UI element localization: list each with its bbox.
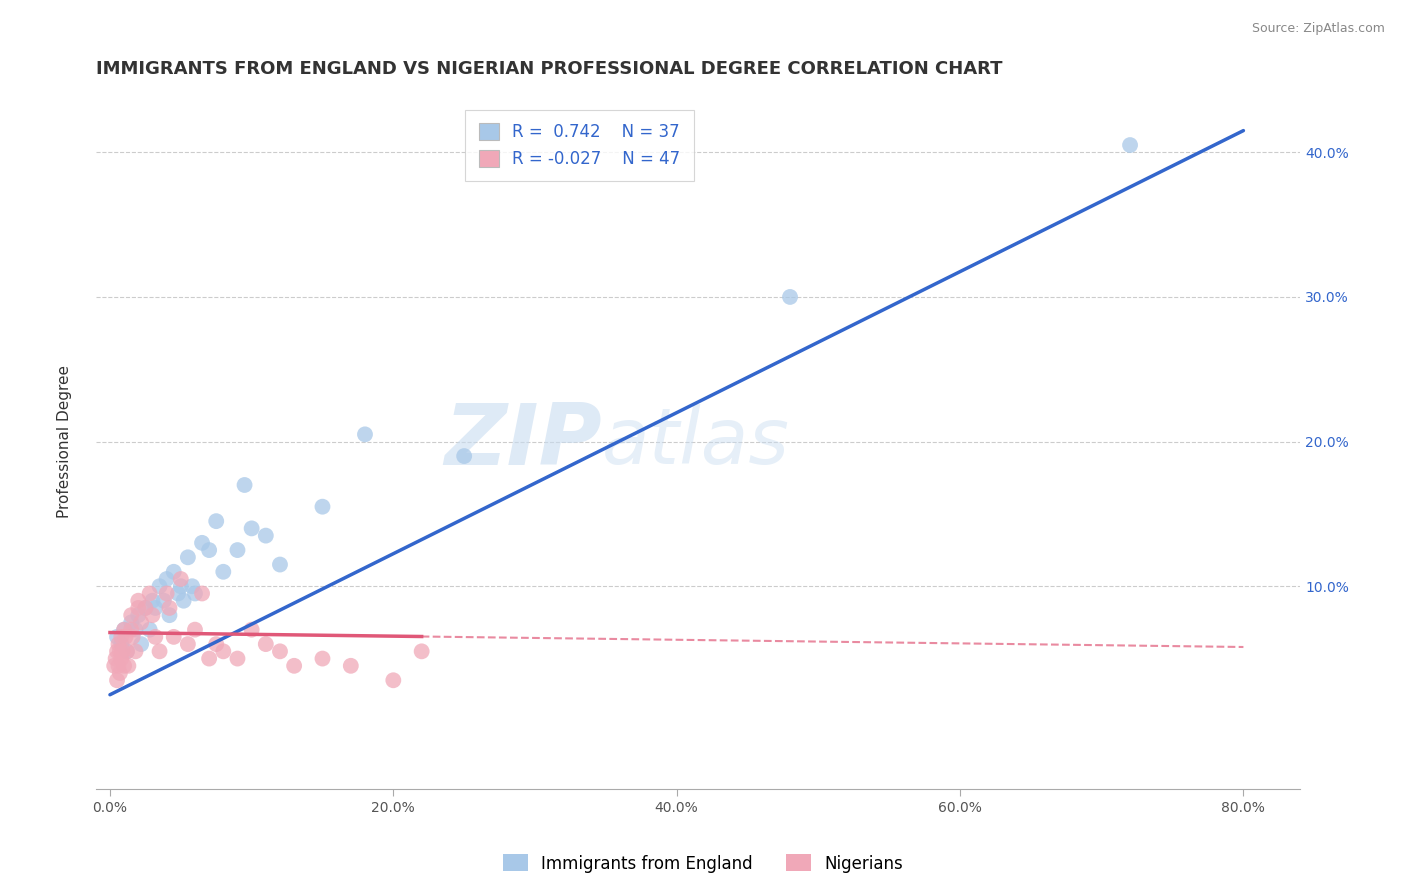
Point [340, 658, 363, 673]
Point [240, 521, 263, 535]
Point [105, 673, 128, 688]
Point [191, 586, 214, 600]
Point [779, 290, 801, 304]
Y-axis label: Professional Degree: Professional Degree [58, 365, 72, 518]
Point [177, 637, 200, 651]
Point [163, 565, 186, 579]
Point [173, 593, 195, 607]
Point [127, 593, 149, 607]
Point [110, 630, 132, 644]
Point [156, 572, 179, 586]
Point [170, 572, 193, 586]
Point [143, 630, 166, 644]
Point [167, 586, 190, 600]
Point [159, 608, 181, 623]
Point [121, 630, 143, 644]
Point [198, 651, 221, 665]
Point [198, 543, 221, 558]
Point [143, 601, 166, 615]
Point [108, 644, 131, 658]
Point [127, 601, 149, 615]
Point [177, 550, 200, 565]
Point [134, 601, 156, 615]
Point [114, 630, 136, 644]
Point [152, 593, 174, 607]
Point [269, 558, 291, 572]
Text: ZIP: ZIP [444, 401, 602, 483]
Point [181, 579, 204, 593]
Point [148, 579, 170, 593]
Point [141, 608, 163, 623]
Point [129, 637, 152, 651]
Legend: R =  0.742    N = 37, R = -0.027    N = 47: R = 0.742 N = 37, R = -0.027 N = 47 [465, 110, 693, 181]
Point [120, 615, 142, 630]
Point [311, 500, 333, 514]
Point [111, 644, 134, 658]
Point [254, 637, 277, 651]
Point [159, 601, 181, 615]
Point [112, 658, 135, 673]
Point [138, 586, 160, 600]
Point [141, 593, 163, 607]
Point [226, 651, 249, 665]
Point [107, 637, 129, 651]
Point [108, 666, 131, 681]
Point [411, 644, 433, 658]
Point [191, 536, 214, 550]
Point [311, 651, 333, 665]
Point [110, 637, 132, 651]
Point [184, 586, 207, 600]
Point [163, 630, 186, 644]
Point [115, 644, 138, 658]
Point [112, 623, 135, 637]
Point [212, 644, 235, 658]
Point [110, 651, 132, 665]
Point [105, 644, 128, 658]
Point [104, 651, 127, 665]
Point [124, 623, 146, 637]
Point [120, 623, 142, 637]
Point [240, 623, 263, 637]
Text: IMMIGRANTS FROM ENGLAND VS NIGERIAN PROFESSIONAL DEGREE CORRELATION CHART: IMMIGRANTS FROM ENGLAND VS NIGERIAN PROF… [96, 60, 1002, 78]
Point [117, 658, 139, 673]
Point [382, 673, 405, 688]
Point [103, 658, 125, 673]
Point [124, 644, 146, 658]
Point [269, 644, 291, 658]
Point [184, 623, 207, 637]
Point [254, 528, 277, 542]
Point [233, 478, 256, 492]
Point [129, 615, 152, 630]
Point [354, 427, 377, 442]
Point [226, 543, 249, 558]
Point [127, 608, 149, 623]
Text: atlas: atlas [602, 403, 790, 480]
Point [205, 637, 228, 651]
Point [212, 565, 235, 579]
Point [138, 623, 160, 637]
Text: Source: ZipAtlas.com: Source: ZipAtlas.com [1251, 22, 1385, 36]
Point [283, 658, 305, 673]
Point [120, 608, 142, 623]
Point [453, 449, 475, 463]
Point [205, 514, 228, 528]
Point [105, 630, 128, 644]
Legend: Immigrants from England, Nigerians: Immigrants from England, Nigerians [496, 847, 910, 880]
Point [156, 586, 179, 600]
Point [1119, 138, 1142, 153]
Point [107, 658, 129, 673]
Point [170, 579, 193, 593]
Point [134, 601, 156, 615]
Point [115, 644, 138, 658]
Point [112, 623, 135, 637]
Point [148, 644, 170, 658]
